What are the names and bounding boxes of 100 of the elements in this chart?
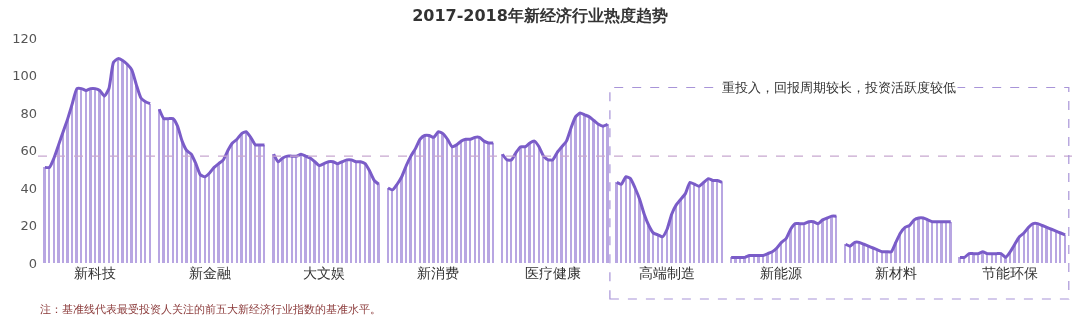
bar [1041,226,1043,263]
bar [313,162,316,263]
bar [908,226,910,263]
bar [464,139,467,263]
bar [419,139,421,263]
bar [826,218,828,263]
bar [222,160,224,263]
bar [167,119,169,263]
bar [917,218,920,263]
bar [570,128,572,263]
bar [126,64,128,263]
bar [387,188,389,263]
bar [62,132,64,263]
bar [693,184,695,263]
bar [130,70,133,263]
bar [272,154,275,263]
bar [643,214,645,263]
bar [487,143,490,263]
bar [231,143,233,263]
bar [441,134,444,263]
bar [817,224,819,263]
bar [862,244,865,263]
x-tick-label: 新科技 [74,265,117,281]
bar [43,167,46,263]
bar [332,162,334,263]
bar [808,222,810,263]
bar [364,164,366,263]
bar [798,224,801,263]
bar [872,248,874,263]
bar [606,124,609,263]
bar [661,237,663,263]
bar [885,252,888,263]
bar [574,117,577,263]
bar [144,102,146,263]
text: 注：基准线代表最受投资人关注的前五大新经济行业指数的基准水平。 [40,303,381,316]
bar [1050,229,1052,263]
bar [881,252,883,263]
x-tick-label: 新金融 [188,265,231,281]
x-tick-label: 大文娱 [302,265,345,281]
y-tick-label: 20 [20,218,37,234]
x-tick-label: 新能源 [760,265,803,281]
bar [620,184,622,263]
bar [533,141,535,263]
bar [323,164,325,263]
bar [140,98,142,263]
bar [1064,235,1066,263]
bar [597,124,599,263]
bar [478,137,480,263]
bar [396,184,398,263]
bar [711,181,714,263]
bar [451,147,453,263]
bar [300,154,302,263]
bar [373,181,375,263]
bar [355,162,357,263]
bar [702,182,705,263]
bar [446,139,448,263]
bar [721,182,723,263]
bar [185,151,188,263]
x-tick-label: 高端制造 [639,265,696,281]
bar [931,222,933,263]
bar [423,136,426,263]
bar [501,154,503,263]
bar [926,220,929,263]
bar [48,167,50,263]
bar [469,139,471,263]
bar [135,85,137,263]
annotation: 重投入，回报周期较长，投资活跃度较低 [722,80,956,95]
bar [615,182,618,263]
bar [821,220,824,263]
bar [199,175,201,263]
bar [460,141,462,263]
bar [240,134,243,263]
bar [707,179,709,263]
bar [368,171,371,263]
bar [483,141,485,263]
bar [455,145,458,263]
bar [474,137,476,263]
bar [254,145,256,263]
bar [949,222,952,263]
bar [245,132,247,263]
bar [560,147,563,263]
bar [309,158,311,263]
bar [556,152,558,263]
bar [652,233,654,263]
bar [551,160,554,263]
bar [304,156,307,263]
bar [249,137,252,263]
bar [830,216,833,263]
bar [295,156,297,263]
y-tick-label: 80 [20,105,37,121]
bar [588,117,590,263]
bar [913,220,915,263]
bar [835,216,837,263]
bar [437,132,439,263]
bar [98,91,101,263]
bar [258,145,261,263]
bar [409,156,412,263]
y-tick-label: 0 [28,255,37,271]
bar [936,222,938,263]
y-tick-label: 120 [12,30,37,46]
